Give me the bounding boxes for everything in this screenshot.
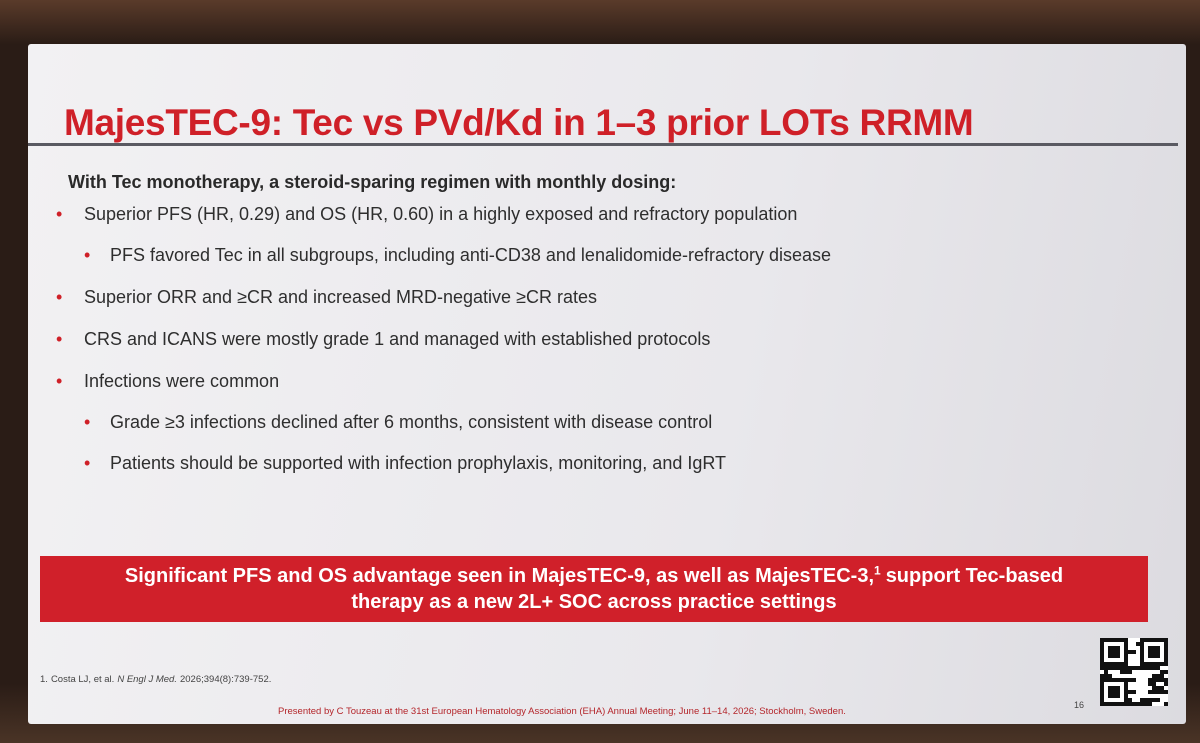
qr-module: [1160, 690, 1164, 694]
qr-module: [1152, 666, 1156, 670]
bullet-text: CRS and ICANS were mostly grade 1 and ma…: [84, 329, 711, 349]
qr-module: [1132, 702, 1136, 706]
qr-module: [1152, 674, 1156, 678]
qr-module: [1108, 686, 1120, 698]
qr-module: [1104, 666, 1108, 670]
qr-module: [1132, 690, 1136, 694]
bullet-list: Superior PFS (HR, 0.29) and OS (HR, 0.60…: [56, 204, 831, 495]
bullet: Superior ORR and ≥CR and increased MRD-n…: [56, 287, 831, 308]
slide-title: MajesTEC-9: Tec vs PVd/Kd in 1–3 prior L…: [64, 102, 974, 143]
qr-module: [1104, 670, 1108, 674]
qr-code: [1100, 638, 1168, 706]
qr-module: [1148, 702, 1152, 706]
footnote-citation: 2026;394(8):739-752.: [179, 674, 272, 685]
qr-module: [1164, 682, 1168, 686]
footnote-authors: Costa LJ, et al.: [50, 674, 115, 685]
qr-module: [1108, 674, 1112, 678]
qr-module: [1156, 698, 1160, 702]
qr-module: [1128, 666, 1132, 670]
qr-module: [1128, 678, 1132, 682]
qr-module: [1148, 690, 1152, 694]
qr-module: [1124, 666, 1128, 670]
sub-bullet: PFS favored Tec in all subgroups, includ…: [84, 245, 831, 266]
qr-module: [1144, 698, 1148, 702]
bullet: CRS and ICANS were mostly grade 1 and ma…: [56, 329, 831, 350]
qr-module: [1156, 690, 1160, 694]
qr-module: [1152, 690, 1156, 694]
qr-module: [1152, 698, 1156, 702]
footnote: 1. Costa LJ, et al. N Engl J Med. 2026;394(…: [40, 674, 271, 685]
qr-module: [1136, 642, 1140, 646]
qr-module: [1100, 674, 1104, 678]
qr-module: [1156, 678, 1160, 682]
qr-module: [1128, 698, 1132, 702]
superscript: 1: [874, 563, 881, 578]
qr-module: [1152, 678, 1156, 682]
qr-module: [1140, 698, 1144, 702]
qr-module: [1128, 650, 1132, 654]
qr-module: [1144, 666, 1148, 670]
bullet: Infections were common Grade ≥3 infection…: [56, 371, 831, 474]
qr-module: [1128, 690, 1132, 694]
footer: Presented by C Touzeau at the 31st Europ…: [278, 706, 846, 717]
qr-module: [1160, 686, 1164, 690]
qr-module: [1148, 678, 1152, 682]
qr-module: [1152, 682, 1156, 686]
bullet-text: Superior ORR and ≥CR and increased MRD-n…: [84, 287, 597, 307]
qr-module: [1124, 670, 1128, 674]
qr-module: [1136, 702, 1140, 706]
footnote-number: 1.: [40, 674, 48, 685]
bullet-text: Superior PFS (HR, 0.29) and OS (HR, 0.60…: [84, 204, 798, 224]
qr-module: [1120, 666, 1124, 670]
qr-module: [1108, 646, 1120, 658]
conclusion-text: support Tec-based: [885, 565, 1064, 587]
qr-module: [1148, 666, 1152, 670]
conclusion-text: Significant PFS and OS advantage seen in…: [124, 565, 874, 587]
qr-module: [1136, 666, 1140, 670]
title-rule: [28, 143, 1178, 146]
qr-module: [1132, 666, 1136, 670]
qr-module: [1132, 678, 1136, 682]
qr-module: [1160, 678, 1164, 682]
qr-module: [1116, 666, 1120, 670]
sub-bullet: Patients should be supported with infect…: [84, 453, 831, 474]
qr-module: [1104, 674, 1108, 678]
qr-module: [1128, 670, 1132, 674]
qr-module: [1160, 674, 1164, 678]
footnote-journal: N Engl J Med.: [117, 674, 177, 685]
qr-module: [1140, 666, 1144, 670]
qr-module: [1164, 670, 1168, 674]
conclusion-line: Significant PFS and OS advantage seen in…: [40, 563, 1148, 589]
sub-bullet: Grade ≥3 infections declined after 6 mon…: [84, 412, 831, 433]
qr-module: [1140, 702, 1144, 706]
qr-module: [1108, 666, 1112, 670]
qr-module: [1156, 686, 1160, 690]
qr-module: [1148, 646, 1160, 658]
slide: MajesTEC-9: Tec vs PVd/Kd in 1–3 prior L…: [28, 44, 1186, 724]
qr-module: [1100, 666, 1104, 670]
qr-module: [1152, 686, 1156, 690]
qr-module: [1160, 670, 1164, 674]
qr-module: [1120, 670, 1124, 674]
qr-module: [1156, 674, 1160, 678]
page-number: 16: [1074, 700, 1085, 710]
qr-module: [1148, 698, 1152, 702]
qr-module: [1164, 678, 1168, 682]
qr-module: [1164, 702, 1168, 706]
qr-module: [1164, 690, 1168, 694]
conclusion-banner: Significant PFS and OS advantage seen in…: [40, 556, 1148, 622]
bullet-text: Infections were common: [84, 371, 280, 391]
qr-module: [1128, 702, 1132, 706]
qr-module: [1132, 650, 1136, 654]
bullet: Superior PFS (HR, 0.29) and OS (HR, 0.60…: [56, 204, 831, 266]
qr-module: [1156, 666, 1160, 670]
intro: With Tec monotherapy, a steroid-sparing …: [68, 172, 677, 192]
qr-module: [1148, 682, 1152, 686]
conclusion-line: therapy as a new 2L+ SOC across practice…: [351, 591, 837, 613]
qr-module: [1112, 666, 1116, 670]
qr-module: [1144, 702, 1148, 706]
